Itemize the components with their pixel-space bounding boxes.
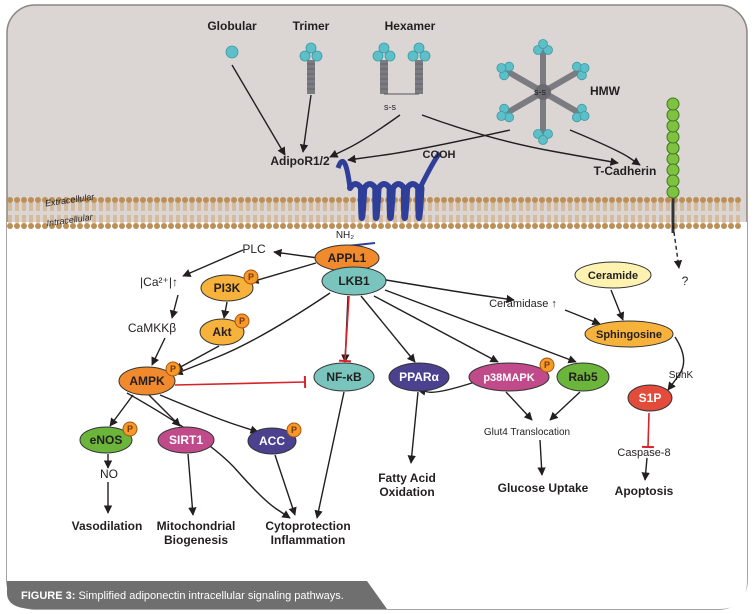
phospho-p: P [248, 272, 254, 282]
phospho-p: P [239, 316, 245, 326]
text-hmw: HMW [590, 84, 621, 98]
node-label-s1p: S1P [639, 391, 662, 405]
text-question: ? [682, 274, 689, 288]
outcome-apoptosis: Apoptosis [615, 484, 674, 498]
text-glut4: Glut4 Translocation [484, 427, 570, 438]
adiponectin-trimer [415, 60, 423, 94]
node-label-appl1: APPL1 [328, 251, 367, 265]
outcome-fao: Fatty Acid [378, 471, 436, 485]
text-caspase8: Caspase-8 [617, 447, 670, 459]
adiponectin-trimer [380, 60, 388, 94]
node-label-enos: eNOS [90, 433, 123, 447]
node-label-sphingosine: Sphingosine [596, 329, 662, 341]
outcome-mito: Mitochondrial [157, 519, 236, 533]
text-s_s: s-s [534, 87, 546, 97]
text-hexamer: Hexamer [385, 19, 436, 33]
node-label-acc: ACC [259, 434, 285, 448]
node-label-nfkb: NF-κB [326, 370, 362, 384]
text-adipoR: AdipoR1/2 [270, 154, 330, 168]
text-s_s: s-s [384, 102, 396, 112]
node-label-lkb1: LKB1 [338, 274, 370, 288]
outcome-fao: Oxidation [379, 485, 434, 499]
inhibition-line [648, 413, 649, 447]
node-label-rab5: Rab5 [568, 370, 598, 384]
figure-caption: FIGURE 3: Simplified adiponectin intrace… [21, 590, 344, 602]
text-plc: PLC [242, 242, 266, 256]
outcome-mito: Biogenesis [164, 533, 228, 547]
node-label-ceramide: Ceramide [588, 270, 638, 282]
outcome-cyto: Inflammation [271, 533, 346, 547]
phospho-p: P [127, 424, 133, 434]
text-tcadherin: T-Cadherin [594, 164, 657, 178]
text-trimer: Trimer [293, 19, 330, 33]
node-label-sirt1: SIRT1 [169, 433, 203, 447]
node-label-akt: Akt [212, 325, 231, 339]
text-cooh: COOH [423, 149, 456, 161]
node-label-ampk: AMPK [129, 374, 165, 388]
node-label-p38: p38MAPK [483, 372, 534, 384]
text-nh2: NH₂ [336, 230, 354, 241]
text-ca: |Ca²⁺|↑ [140, 275, 178, 289]
phospho-p: P [544, 360, 550, 370]
text-globular: Globular [207, 19, 257, 33]
phospho-p: P [291, 425, 297, 435]
phospho-p: P [170, 364, 176, 374]
node-label-pi3k: PI3K [214, 281, 241, 295]
inhibition-bar [339, 361, 351, 362]
adiponectin-trimer [307, 60, 315, 94]
text-no: NO [100, 467, 118, 481]
text-ceramidase: Ceramidase ↑ [489, 298, 557, 310]
node-label-ppara: PPARα [399, 370, 439, 384]
outcome-vasodilation: Vasodilation [72, 519, 143, 533]
text-camkkb: CaMKKβ [128, 321, 176, 335]
text-sphk: SphK [669, 370, 694, 381]
outcome-cyto: Cytoprotection [265, 519, 350, 533]
outcome-glucose: Glucose Uptake [498, 481, 589, 495]
